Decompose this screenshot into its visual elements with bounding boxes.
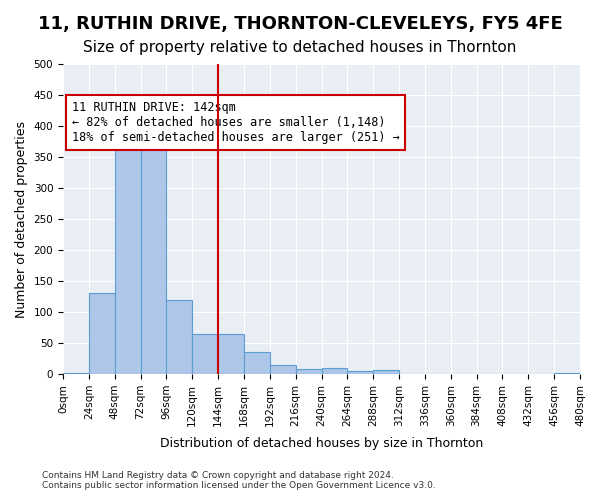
Text: Contains HM Land Registry data © Crown copyright and database right 2024.
Contai: Contains HM Land Registry data © Crown c…: [42, 470, 436, 490]
Text: 11 RUTHIN DRIVE: 142sqm
← 82% of detached houses are smaller (1,148)
18% of semi: 11 RUTHIN DRIVE: 142sqm ← 82% of detache…: [71, 101, 400, 144]
Bar: [244, 352, 270, 374]
Bar: [192, 334, 218, 374]
Bar: [554, 373, 580, 374]
Bar: [270, 364, 296, 374]
Bar: [89, 294, 115, 374]
Bar: [218, 334, 244, 374]
Bar: [373, 370, 399, 374]
Text: 11, RUTHIN DRIVE, THORNTON-CLEVELEYS, FY5 4FE: 11, RUTHIN DRIVE, THORNTON-CLEVELEYS, FY…: [38, 15, 562, 33]
Bar: [140, 116, 166, 374]
Bar: [296, 369, 322, 374]
Bar: [115, 142, 140, 374]
Bar: [63, 373, 89, 374]
Bar: [166, 300, 192, 374]
Bar: [347, 371, 373, 374]
X-axis label: Distribution of detached houses by size in Thornton: Distribution of detached houses by size …: [160, 437, 483, 450]
Y-axis label: Number of detached properties: Number of detached properties: [15, 120, 28, 318]
Bar: [322, 368, 347, 374]
Text: Size of property relative to detached houses in Thornton: Size of property relative to detached ho…: [83, 40, 517, 55]
